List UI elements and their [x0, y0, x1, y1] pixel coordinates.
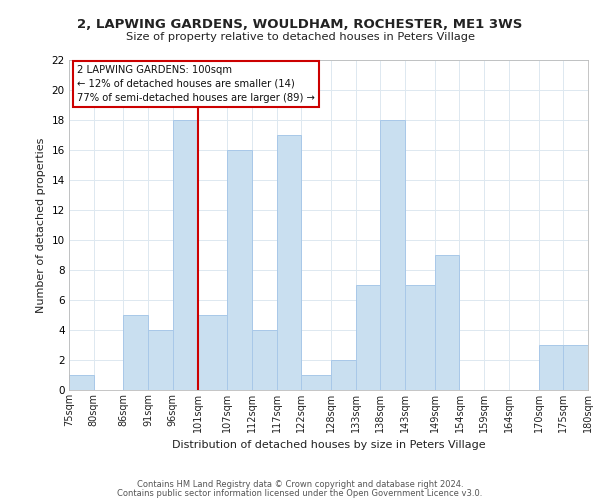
Bar — [539, 345, 563, 390]
Bar — [301, 375, 331, 390]
Bar — [197, 315, 227, 390]
Bar — [277, 135, 301, 390]
Bar — [380, 120, 405, 390]
Text: Size of property relative to detached houses in Peters Village: Size of property relative to detached ho… — [125, 32, 475, 42]
Bar — [69, 375, 94, 390]
Bar — [148, 330, 173, 390]
X-axis label: Distribution of detached houses by size in Peters Village: Distribution of detached houses by size … — [172, 440, 485, 450]
Text: Contains HM Land Registry data © Crown copyright and database right 2024.: Contains HM Land Registry data © Crown c… — [137, 480, 463, 489]
Bar — [331, 360, 356, 390]
Bar — [405, 285, 435, 390]
Bar — [435, 255, 460, 390]
Bar — [227, 150, 252, 390]
Bar — [356, 285, 380, 390]
Bar — [124, 315, 148, 390]
Text: 2, LAPWING GARDENS, WOULDHAM, ROCHESTER, ME1 3WS: 2, LAPWING GARDENS, WOULDHAM, ROCHESTER,… — [77, 18, 523, 30]
Bar — [173, 120, 197, 390]
Bar — [563, 345, 588, 390]
Bar — [252, 330, 277, 390]
Y-axis label: Number of detached properties: Number of detached properties — [36, 138, 46, 312]
Text: 2 LAPWING GARDENS: 100sqm
← 12% of detached houses are smaller (14)
77% of semi-: 2 LAPWING GARDENS: 100sqm ← 12% of detac… — [77, 65, 314, 103]
Text: Contains public sector information licensed under the Open Government Licence v3: Contains public sector information licen… — [118, 488, 482, 498]
